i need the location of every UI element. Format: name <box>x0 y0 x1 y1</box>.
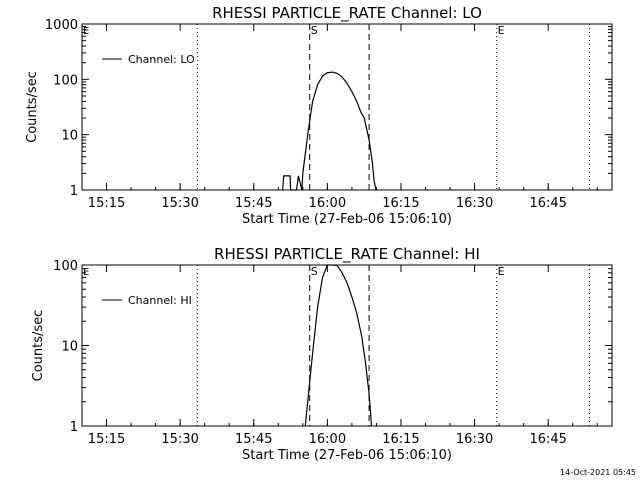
y-tick-label: 10 <box>61 129 78 144</box>
chart-title: RHESSI PARTICLE_RATE Channel: LO <box>212 4 482 23</box>
plot-frame <box>81 23 613 191</box>
x-tick-label: 15:15 <box>88 432 125 447</box>
x-tick-label: 15:30 <box>161 196 198 211</box>
x-tick-label: 15:30 <box>161 432 198 447</box>
y-axis-label: Counts/sec <box>31 310 46 382</box>
y-tick-label: 1 <box>70 184 78 199</box>
y-tick-label: 1 <box>70 420 78 435</box>
edge-label: E <box>83 26 89 37</box>
event-marker-label: E <box>498 265 505 278</box>
legend-label: Channel: LO <box>128 53 195 66</box>
series-line-0 <box>282 71 377 191</box>
x-tick-label: 16:30 <box>456 196 493 211</box>
x-tick-label: 16:00 <box>309 196 346 211</box>
x-tick-label: 15:45 <box>235 432 272 447</box>
x-tick-label: 15:45 <box>235 196 272 211</box>
y-tick-label: 10 <box>61 340 78 355</box>
event-marker-label: S <box>311 265 318 278</box>
x-tick-label: 16:15 <box>382 432 419 447</box>
x-axis-label: Start Time (27-Feb-06 15:06:10) <box>242 212 452 227</box>
x-tick-label: 16:30 <box>456 432 493 447</box>
x-axis-label: Start Time (27-Feb-06 15:06:10) <box>242 448 452 463</box>
x-tick-label: 16:00 <box>309 432 346 447</box>
plot-frame <box>81 264 613 427</box>
x-tick-label: 15:15 <box>88 196 125 211</box>
y-tick-label: 100 <box>53 73 78 88</box>
x-tick-label: 16:45 <box>529 432 566 447</box>
event-marker-label: S <box>311 24 318 37</box>
series-line-0 <box>304 264 373 427</box>
x-tick-label: 16:15 <box>382 196 419 211</box>
y-tick-label: 1000 <box>45 18 78 33</box>
x-tick-label: 16:45 <box>529 196 566 211</box>
edge-label: E <box>83 267 89 278</box>
event-marker-label: E <box>498 24 505 37</box>
footer-timestamp: 14-Oct-2021 05:45 <box>560 468 636 477</box>
y-tick-label: 100 <box>53 259 78 274</box>
y-axis-label: Counts/sec <box>25 71 40 143</box>
legend-label: Channel: HI <box>128 294 192 307</box>
chart-title: RHESSI PARTICLE_RATE Channel: HI <box>214 245 480 264</box>
